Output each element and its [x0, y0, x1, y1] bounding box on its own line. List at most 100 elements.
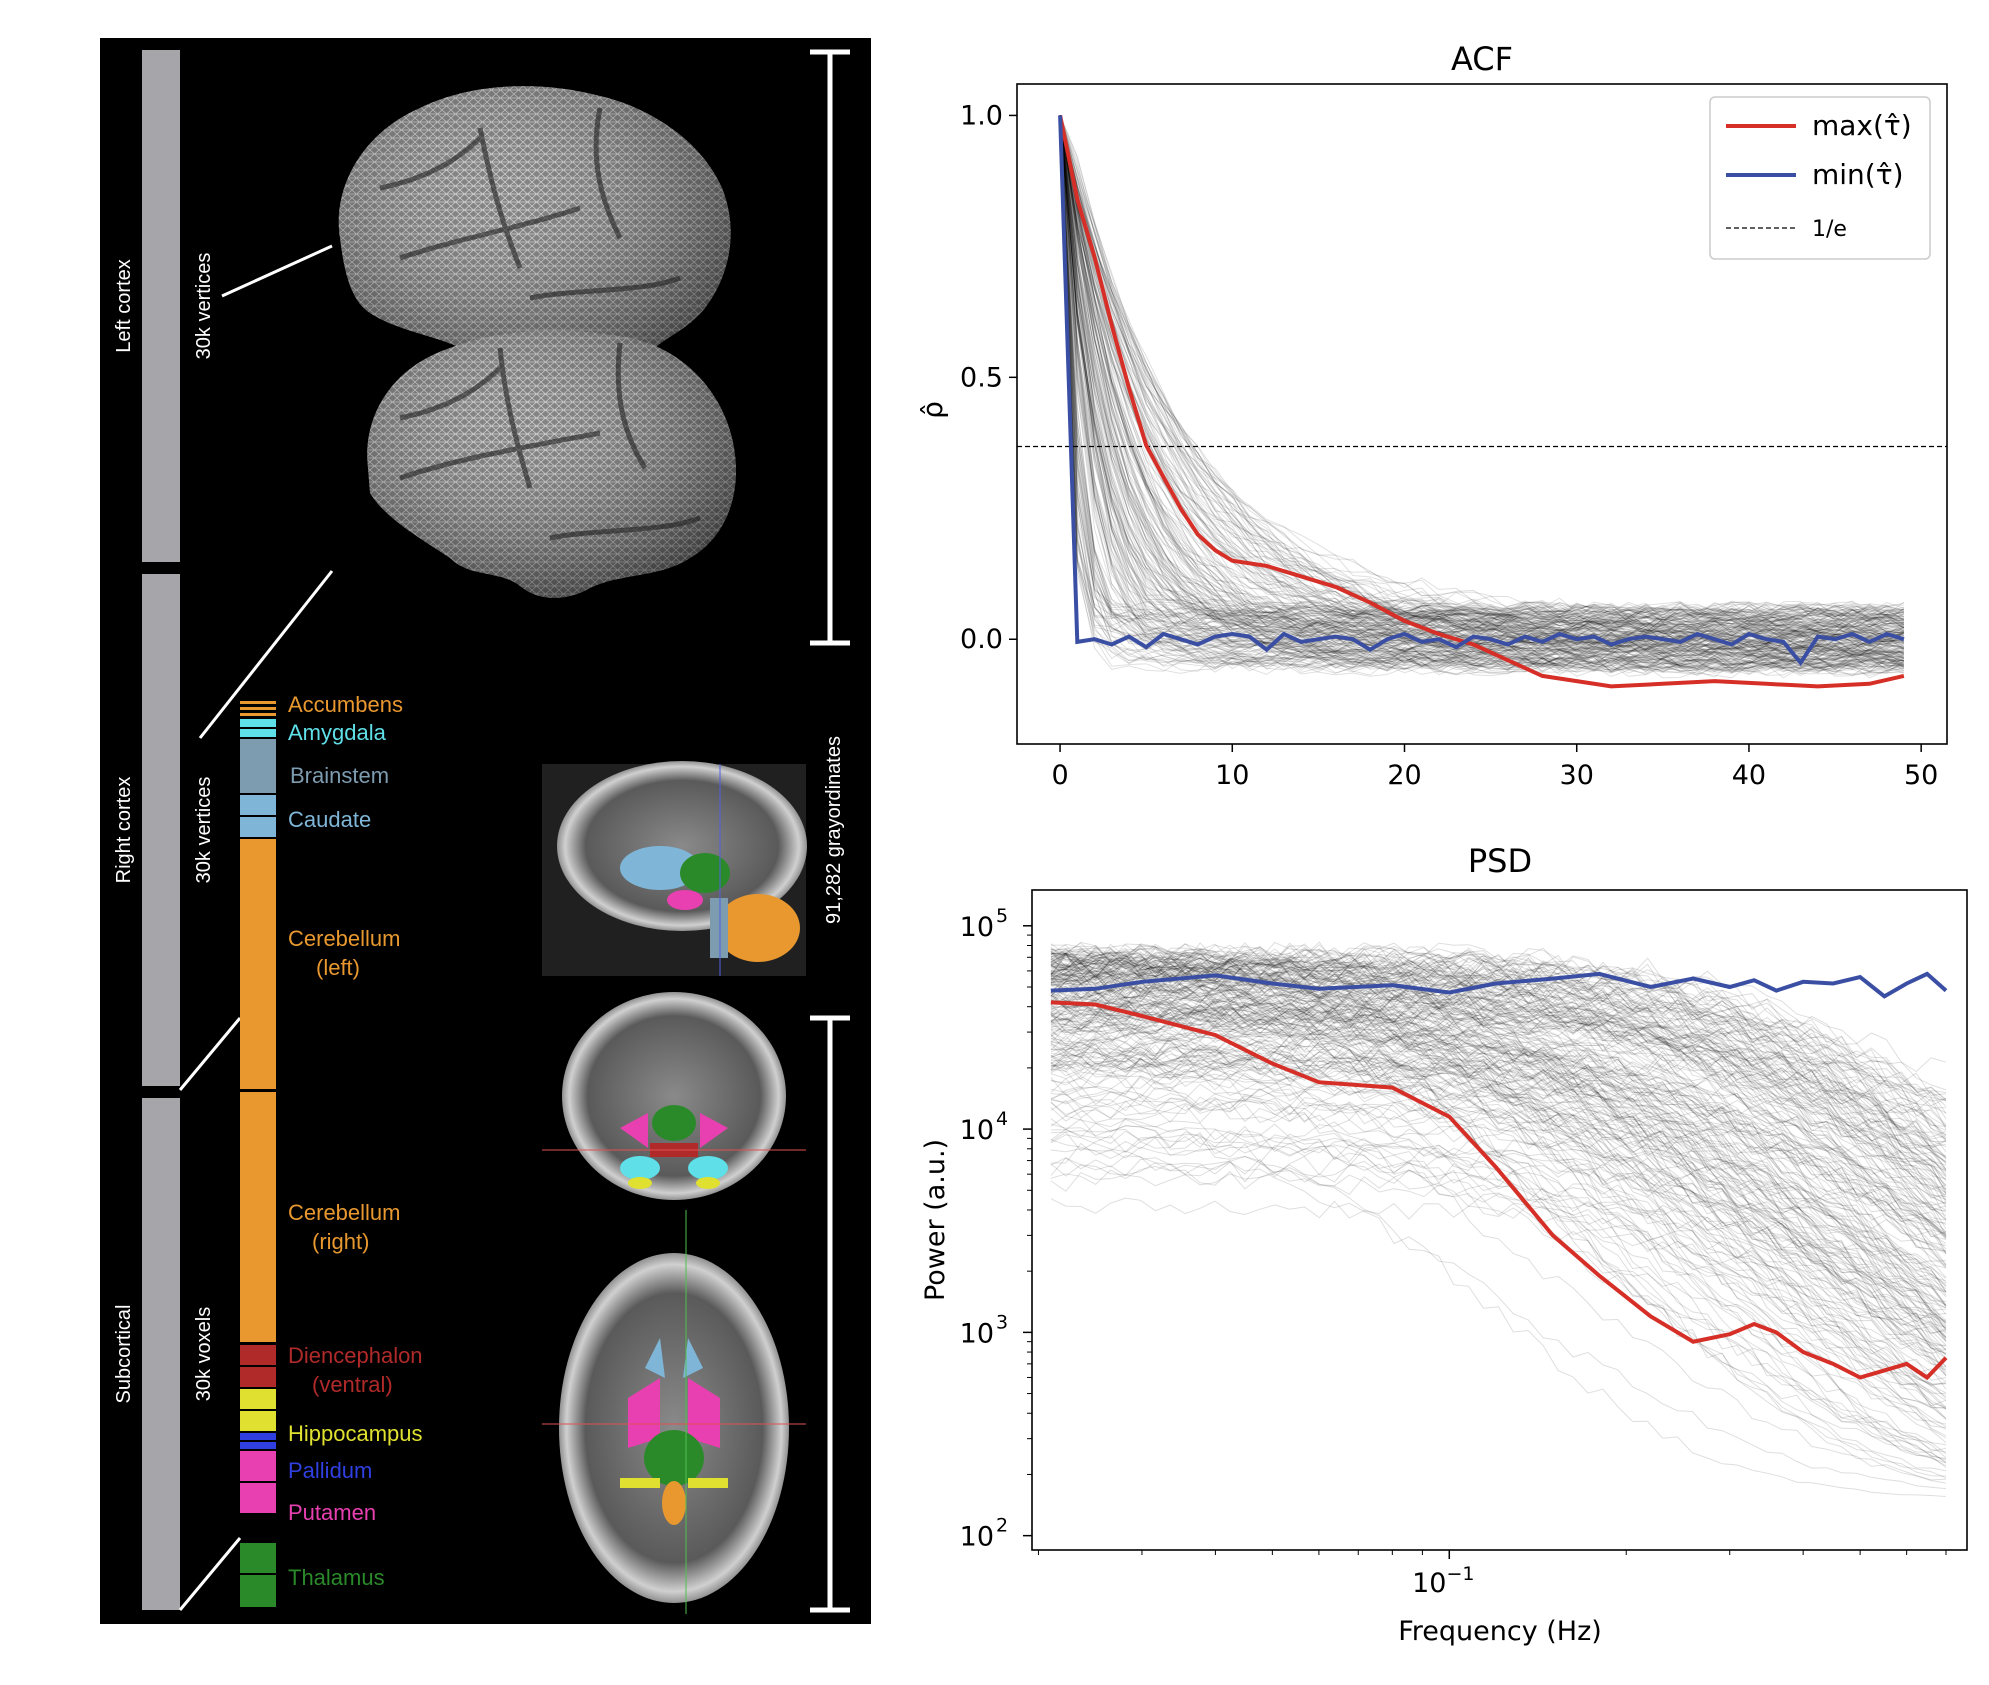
acf-background-trace [1059, 115, 1905, 637]
acf-background-trace [1059, 115, 1904, 666]
left-cortex-label: Left cortex [113, 259, 135, 352]
acf-background-trace [1059, 115, 1905, 673]
acf-background-trace [1059, 115, 1905, 654]
acf-background-trace [1059, 115, 1905, 624]
acf-background-trace [1059, 115, 1904, 619]
psd-background-trace [1050, 1023, 1947, 1178]
psd-background-trace [1050, 1006, 1947, 1267]
psd-background-trace [1050, 949, 1947, 1437]
acf-background-trace [1059, 115, 1905, 636]
psd-background-trace [1050, 954, 1947, 1126]
psd-background-trace [1050, 1129, 1947, 1279]
psd-background-trace [1050, 1046, 1947, 1463]
psd-background-trace [1050, 1001, 1947, 1237]
acf-background-trace [1059, 115, 1905, 632]
psd-background-trace [1050, 974, 1947, 1234]
acf-background-trace [1059, 115, 1904, 671]
acf-background-trace [1059, 115, 1905, 673]
acf-x-tick-label: 50 [1904, 760, 1938, 791]
psd-background-trace [1050, 1038, 1947, 1407]
acf-background-trace [1059, 115, 1905, 675]
psd-background-trace [1050, 1038, 1947, 1211]
psd-background-trace [1050, 959, 1947, 1293]
psd-background-trace [1050, 943, 1947, 1130]
psd-background-trace [1050, 1071, 1947, 1287]
psd-background-trace [1050, 1002, 1947, 1170]
acf-background-trace [1059, 115, 1905, 652]
legend-label-threshold: 1/e [1812, 217, 1847, 242]
psd-background-trace [1050, 1016, 1947, 1266]
psd-background-trace [1050, 961, 1947, 1091]
psd-background-trace [1050, 990, 1947, 1180]
psd-xlabel: Frequency (Hz) [1398, 1616, 1602, 1647]
psd-background-trace [1050, 953, 1947, 1460]
struct-thalamus-segment-2 [240, 1575, 276, 1607]
acf-background-trace [1059, 115, 1904, 636]
psd-background-trace [1050, 1000, 1947, 1198]
psd-background-trace [1050, 974, 1947, 1143]
psd-background-trace [1050, 1125, 1947, 1467]
psd-background-trace [1050, 974, 1947, 1381]
acf-background-trace [1059, 115, 1905, 645]
psd-background-trace [1050, 979, 1947, 1324]
acf-background-traces [1059, 115, 1905, 679]
psd-background-trace [1050, 951, 1947, 1266]
struct-accumbens-segment-2 [240, 707, 276, 710]
acf-background-trace [1059, 115, 1905, 645]
psd-background-trace [1050, 961, 1947, 1163]
psd-background-trace [1050, 943, 1947, 1102]
acf-background-trace [1059, 115, 1905, 659]
acf-background-trace [1059, 115, 1904, 675]
psd-background-trace [1050, 1032, 1947, 1356]
acf-background-trace [1059, 115, 1905, 622]
psd-background-trace [1050, 981, 1947, 1326]
right-cortex-count: 30k vertices [193, 777, 215, 884]
acf-background-trace [1059, 115, 1905, 667]
psd-background-trace [1050, 952, 1947, 1163]
acf-background-trace [1059, 115, 1904, 640]
psd-background-trace [1050, 1002, 1947, 1200]
acf-background-trace [1059, 115, 1904, 632]
psd-background-trace [1050, 996, 1947, 1221]
psd-background-trace [1050, 1075, 1947, 1236]
acf-background-trace [1059, 115, 1904, 658]
psd-background-trace [1050, 983, 1947, 1324]
psd-y-tick-exponent: 2 [996, 1515, 1008, 1537]
acf-background-trace [1059, 115, 1905, 659]
acf-background-trace [1059, 115, 1905, 653]
acf-background-trace [1059, 115, 1904, 648]
acf-background-trace [1059, 115, 1904, 644]
psd-background-trace [1050, 941, 1947, 1298]
psd-background-trace [1050, 990, 1947, 1127]
psd-background-trace [1050, 950, 1947, 1408]
psd-background-trace [1050, 1078, 1947, 1296]
psd-background-trace [1050, 1006, 1947, 1208]
psd-background-trace [1050, 982, 1947, 1347]
acf-background-trace [1059, 115, 1905, 659]
acf-background-trace [1059, 115, 1905, 668]
psd-background-trace [1050, 953, 1947, 1376]
acf-background-trace [1059, 115, 1904, 617]
psd-background-trace [1050, 956, 1947, 1153]
acf-background-trace [1059, 115, 1904, 675]
grayordinates-total-label: 91,282 grayordinates [823, 736, 845, 924]
right-cortex-label: Right cortex [113, 777, 135, 884]
label-brainstem: Brainstem [290, 763, 389, 788]
psd-background-trace [1050, 1011, 1947, 1240]
psd-background-trace [1050, 1155, 1947, 1430]
acf-background-trace [1059, 115, 1905, 622]
acf-background-trace [1059, 115, 1904, 643]
psd-background-trace [1050, 944, 1947, 1368]
psd-background-trace [1050, 1123, 1947, 1461]
acf-background-trace [1059, 115, 1905, 626]
psd-background-trace [1050, 969, 1947, 1186]
psd-background-trace [1050, 962, 1947, 1096]
psd-background-trace [1050, 954, 1947, 1140]
psd-background-trace [1050, 1039, 1947, 1235]
struct-thalamus-segment-1 [240, 1543, 276, 1573]
left-cortex-bar [142, 50, 180, 562]
acf-background-trace [1059, 115, 1904, 623]
acf-background-trace [1059, 115, 1905, 627]
acf-background-trace [1059, 115, 1905, 661]
subcortical-label: Subcortical [113, 1305, 135, 1404]
